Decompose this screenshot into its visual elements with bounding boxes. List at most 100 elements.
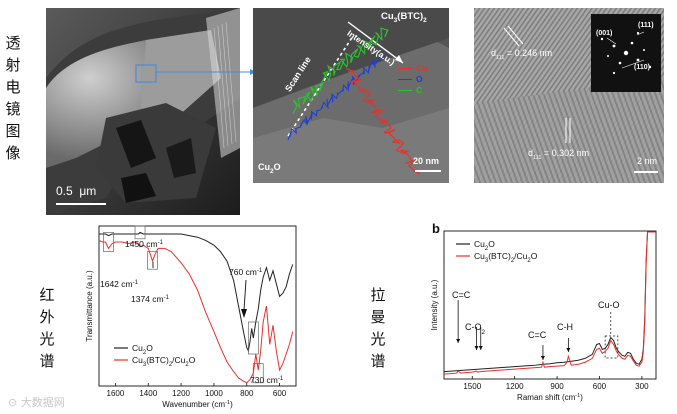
- legend-o-text: O: [416, 74, 423, 84]
- d-sub: 111: [496, 54, 505, 61]
- text-part: 1374 cm: [131, 294, 164, 304]
- corner-tail: O: [273, 162, 281, 172]
- text-part: C-H: [557, 322, 573, 332]
- text-part: -1: [278, 376, 284, 382]
- text-part: 2: [482, 329, 486, 336]
- text-part: Raman shift (cm: [517, 393, 576, 402]
- label-char: 光: [370, 330, 386, 348]
- tem-overview-image: 0.5 μm: [46, 8, 240, 215]
- copper-trace: [346, 68, 421, 175]
- tem-linescan-image: Cu3(BTC)2 Intensity(a.u.) Scan line Cu O…: [253, 8, 449, 183]
- tem-section-label: 透 射 电 镜 图 像: [4, 32, 22, 164]
- annotation-cc-2: C=C: [528, 330, 547, 340]
- x-tick-label: 900: [550, 382, 564, 391]
- text-part: -1: [575, 393, 580, 399]
- corner-label: Cu2O: [258, 162, 281, 175]
- saed-label-001: (001): [596, 30, 613, 37]
- d-spacing-label-1: d111 = 0.246 nm: [491, 48, 552, 61]
- panel-label: b: [432, 221, 440, 236]
- text-part: 730 cm: [250, 375, 278, 385]
- arrow-head: [241, 309, 247, 318]
- label-char: 光: [39, 330, 55, 348]
- text-part: (BTC): [488, 251, 511, 261]
- text-part: 2: [143, 350, 146, 356]
- text-part: C=C: [452, 290, 471, 300]
- scale-bar-label: 20 nm: [413, 156, 440, 166]
- text-part: O: [488, 239, 495, 249]
- series-line-0: [99, 231, 294, 353]
- text-part: Cu: [132, 343, 143, 353]
- text-part: C=C: [528, 330, 547, 340]
- text-part: -1: [133, 280, 139, 286]
- y-axis-label: Transmittance (a.u.): [85, 270, 94, 342]
- peak-box: [252, 363, 264, 384]
- label-char: 谱: [370, 352, 386, 370]
- label-char: 电: [5, 78, 21, 96]
- title-sub: 3: [393, 16, 398, 24]
- label-char: 谱: [39, 352, 55, 370]
- legend-swatch: [398, 78, 412, 81]
- label-char: 曼: [370, 308, 386, 326]
- text-part: Transmittance (a.u.): [85, 270, 94, 342]
- label-char: 透: [5, 34, 21, 52]
- peak-box: [103, 232, 114, 252]
- text-part: Wavenumber (cm: [162, 400, 225, 409]
- x-tick-label: 1000: [205, 389, 223, 398]
- arrow-head: [566, 348, 571, 352]
- plot-frame: [98, 225, 297, 387]
- legend-c-text: C: [416, 85, 423, 95]
- annotation-1450: 1450 cm-1: [125, 239, 164, 249]
- d-text: d: [491, 48, 497, 58]
- label-char: 红: [39, 286, 55, 304]
- annotation-cuo: Cu-O: [598, 300, 620, 310]
- text-part: 3: [485, 258, 489, 264]
- title-tail: (BTC): [397, 11, 424, 22]
- peak-box: [147, 251, 158, 270]
- arrow-head: [474, 346, 479, 350]
- annotation-760: 760 cm-1: [229, 267, 263, 277]
- text-part: /Cu: [172, 355, 186, 365]
- saed-label-110: (110): [634, 64, 650, 71]
- series-line-1: [98, 239, 294, 384]
- text-part: -1: [225, 400, 230, 406]
- x-axis-label: Raman shift (cm-1): [517, 393, 583, 402]
- label-char: 像: [5, 144, 21, 162]
- text-part: Intensity (a.u.): [430, 279, 439, 330]
- text-part: 2: [485, 246, 488, 252]
- text-part: 2: [169, 362, 172, 368]
- title-sub2: 2: [423, 16, 427, 24]
- d-text: d: [528, 148, 534, 158]
- legend-entry: Cu3(BTC)2/Cu2O: [132, 355, 196, 368]
- linescan-title: Cu3(BTC)2: [381, 11, 427, 24]
- text-part: -1: [164, 295, 170, 301]
- scale-bar-label: 0.5 μm: [56, 184, 97, 198]
- text-part: O: [189, 355, 196, 365]
- peak-box: [134, 225, 146, 240]
- x-tick-label: 1200: [172, 389, 190, 398]
- text-part: -1: [158, 240, 164, 246]
- scale-bar-label: 2 nm: [637, 156, 658, 166]
- text-part: 3: [143, 362, 147, 368]
- legend-swatch: [398, 67, 412, 70]
- d-value: = 0.246 nm: [504, 48, 553, 58]
- x-tick-label: 1400: [139, 389, 157, 398]
- hrtem-image: d111 = 0.246 nm d111 = 0.302 nm (001) (1…: [474, 8, 664, 183]
- annotation-cc-1: C=C: [452, 290, 471, 300]
- annotation-ch: C-H: [557, 322, 573, 332]
- text-part: 760 cm: [229, 267, 257, 277]
- label-char: 图: [5, 122, 21, 140]
- annotation-arrow: [243, 279, 247, 311]
- peak-box: [247, 321, 259, 355]
- series-line-1: [443, 231, 656, 375]
- plot-frame: [443, 230, 657, 380]
- arrow-head: [456, 339, 461, 343]
- text-part: ): [580, 393, 583, 402]
- text-part: ): [230, 400, 233, 409]
- text-part: 1642 cm: [100, 279, 133, 289]
- x-axis-label: Wavenumber (cm-1): [162, 400, 233, 409]
- watermark-logo: ⊙ 大数据网: [8, 396, 65, 409]
- text-part: Cu: [474, 239, 485, 249]
- legend-entry: Cu3(BTC)2/Cu2O: [474, 251, 538, 264]
